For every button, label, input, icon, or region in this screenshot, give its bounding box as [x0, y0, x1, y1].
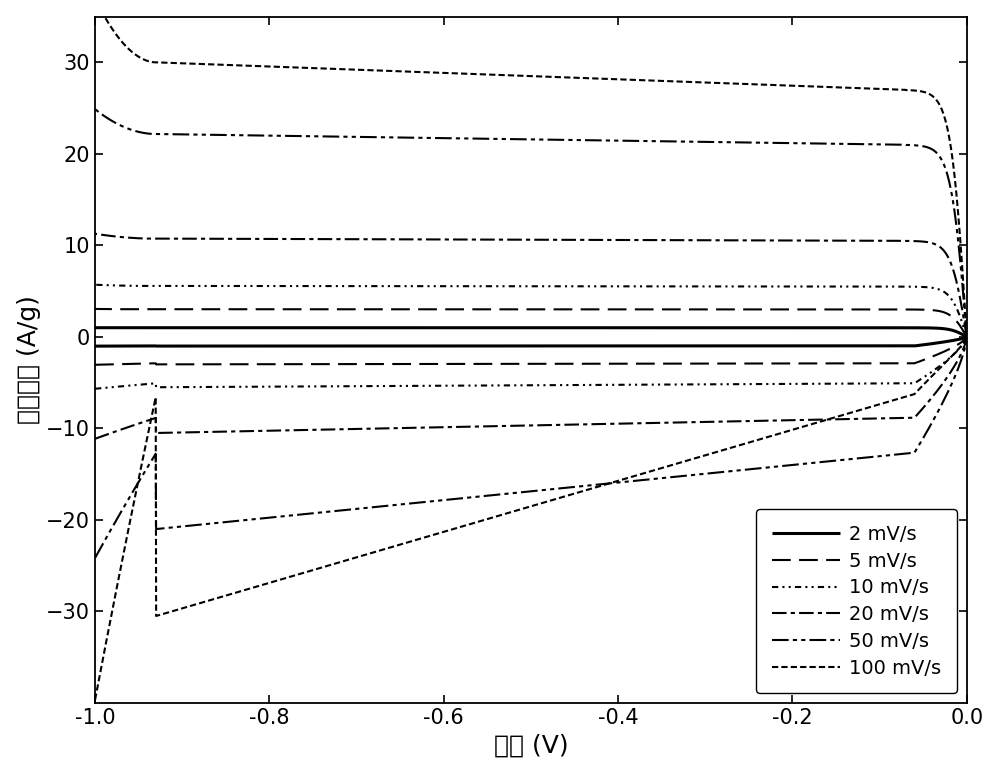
20 mV/s	[916, 237, 928, 246]
20 mV/s	[115, 232, 127, 241]
50 mV/s	[916, 142, 928, 151]
2 mV/s	[916, 324, 928, 333]
50 mV/s	[537, 135, 549, 144]
10 mV/s	[114, 281, 126, 290]
20 mV/s	[537, 235, 549, 245]
2 mV/s	[537, 323, 549, 332]
Line: 100 mV/s: 100 mV/s	[95, 0, 967, 337]
100 mV/s	[961, 332, 973, 341]
100 mV/s	[89, 0, 101, 3]
5 mV/s	[114, 304, 126, 313]
50 mV/s	[560, 135, 572, 145]
5 mV/s	[916, 305, 928, 314]
10 mV/s	[115, 281, 127, 290]
2 mV/s	[560, 323, 572, 332]
50 mV/s	[89, 104, 101, 114]
50 mV/s	[114, 121, 126, 130]
2 mV/s	[115, 323, 127, 332]
Line: 50 mV/s: 50 mV/s	[95, 109, 967, 337]
10 mV/s	[537, 282, 549, 291]
100 mV/s	[537, 72, 549, 81]
20 mV/s	[114, 232, 126, 241]
20 mV/s	[274, 235, 286, 244]
Line: 5 mV/s: 5 mV/s	[95, 309, 967, 337]
2 mV/s	[961, 332, 973, 341]
2 mV/s	[274, 323, 286, 332]
X-axis label: 电位 (V): 电位 (V)	[494, 733, 568, 757]
Line: 2 mV/s: 2 mV/s	[95, 327, 967, 337]
5 mV/s	[115, 304, 127, 313]
10 mV/s	[916, 283, 928, 292]
2 mV/s	[89, 323, 101, 332]
100 mV/s	[114, 36, 126, 45]
50 mV/s	[115, 121, 127, 130]
5 mV/s	[560, 305, 572, 314]
5 mV/s	[89, 304, 101, 313]
5 mV/s	[274, 305, 286, 314]
20 mV/s	[961, 332, 973, 341]
5 mV/s	[961, 332, 973, 341]
50 mV/s	[274, 132, 286, 141]
10 mV/s	[560, 282, 572, 291]
Y-axis label: 电流密度 (A/g): 电流密度 (A/g)	[17, 296, 41, 424]
50 mV/s	[961, 332, 973, 341]
20 mV/s	[560, 235, 572, 245]
100 mV/s	[115, 36, 127, 45]
5 mV/s	[537, 305, 549, 314]
2 mV/s	[114, 323, 126, 332]
10 mV/s	[274, 282, 286, 291]
Line: 10 mV/s: 10 mV/s	[95, 285, 967, 337]
10 mV/s	[961, 332, 973, 341]
100 mV/s	[916, 87, 928, 96]
100 mV/s	[560, 73, 572, 82]
10 mV/s	[89, 280, 101, 289]
Legend: 2 mV/s, 5 mV/s, 10 mV/s, 20 mV/s, 50 mV/s, 100 mV/s: 2 mV/s, 5 mV/s, 10 mV/s, 20 mV/s, 50 mV/…	[756, 509, 957, 694]
Line: 20 mV/s: 20 mV/s	[95, 234, 967, 337]
100 mV/s	[274, 63, 286, 72]
20 mV/s	[89, 229, 101, 238]
